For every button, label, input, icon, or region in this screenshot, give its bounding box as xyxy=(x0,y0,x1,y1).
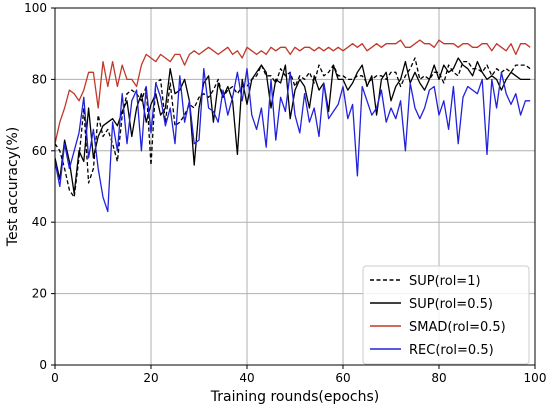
series-line-3 xyxy=(54,39,531,144)
x-tick-label: 0 xyxy=(51,371,59,385)
x-tick-label: 40 xyxy=(239,371,254,385)
legend-label: SUP(rol=1) xyxy=(409,274,481,289)
x-tick-label: 60 xyxy=(335,371,350,385)
x-tick-label: 20 xyxy=(143,371,158,385)
y-tick-label: 20 xyxy=(32,287,47,301)
series-line-1 xyxy=(54,57,531,198)
legend-label: SUP(rol=0.5) xyxy=(409,297,493,312)
y-axis-label: Test accuracy(%) xyxy=(5,127,21,247)
x-axis-label: Training rounds(epochs) xyxy=(210,389,380,405)
y-tick-label: 80 xyxy=(32,72,47,86)
y-tick-label: 40 xyxy=(32,215,47,229)
y-tick-label: 100 xyxy=(24,1,47,15)
legend-box xyxy=(362,265,530,365)
legend-label: REC(rol=0.5) xyxy=(409,343,494,358)
y-tick-label: 0 xyxy=(39,358,47,372)
x-tick-label: 80 xyxy=(431,371,446,385)
series-line-2 xyxy=(54,57,531,195)
plot-frame xyxy=(54,7,536,366)
legend-label: SMAD(rol=0.5) xyxy=(409,320,506,335)
axis-ticks: 0 20 40 60 80 100 0 20 40 60 80 100 xyxy=(24,1,546,385)
x-tick-label: 100 xyxy=(524,371,547,385)
y-tick-label: 60 xyxy=(32,144,47,158)
series-line-4 xyxy=(54,68,531,213)
legend: SUP(rol=1) SUP(rol=0.5) SMAD(rol=0.5) REC(r… xyxy=(362,265,530,365)
series-lines xyxy=(54,39,531,213)
